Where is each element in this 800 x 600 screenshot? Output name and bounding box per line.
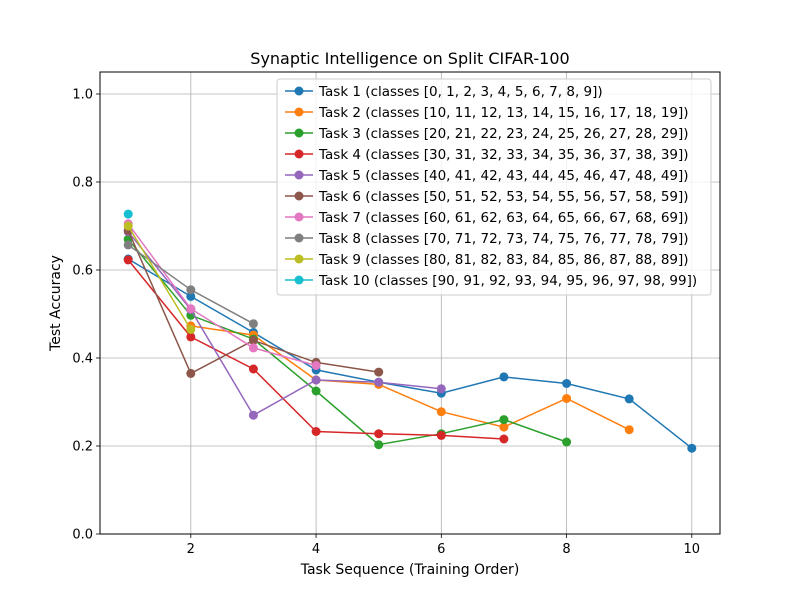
legend-label: Task 7 (classes [60, 61, 62, 63, 64, 65,… <box>318 210 689 226</box>
legend-marker <box>294 170 304 180</box>
data-point <box>186 368 196 378</box>
data-point <box>123 255 133 265</box>
series-task-6 <box>123 225 384 378</box>
axis-ticks: 2 4 6 8 10 0.0 0.2 0.4 0.6 0.8 1.0 <box>72 88 700 558</box>
x-axis-label: Task Sequence (Training Order) <box>300 562 520 578</box>
data-point <box>436 430 446 440</box>
legend-item: Task 1 (classes [0, 1, 2, 3, 4, 5, 6, 7,… <box>285 84 603 100</box>
series-task-9 <box>123 221 196 334</box>
legend-item: Task 10 (classes [90, 91, 92, 93, 94, 95… <box>285 273 697 289</box>
series-layer <box>123 209 697 453</box>
x-tick-label: 8 <box>562 542 570 557</box>
series-line-task-7 <box>127 223 317 367</box>
legend-label: Task 4 (classes [30, 31, 32, 33, 34, 35,… <box>318 147 689 163</box>
series-line-task-3 <box>127 238 567 446</box>
chart-title: Synaptic Intelligence on Split CIFAR-100 <box>250 49 569 68</box>
legend-marker <box>294 128 304 138</box>
legend-marker <box>294 275 304 285</box>
data-point <box>123 221 133 231</box>
data-point <box>311 375 321 385</box>
legend-marker <box>294 86 304 96</box>
data-point <box>624 425 634 435</box>
y-tick-label: 1.0 <box>72 88 93 103</box>
data-point <box>186 291 196 301</box>
data-point <box>436 384 446 394</box>
data-point <box>499 372 509 382</box>
legend-label: Task 6 (classes [50, 51, 52, 53, 54, 55,… <box>318 189 689 205</box>
plot-frame <box>99 71 721 535</box>
data-point <box>562 394 572 403</box>
data-point <box>311 427 321 436</box>
data-point <box>499 422 509 432</box>
series-task-10 <box>123 209 133 219</box>
x-tick-label: 2 <box>187 542 195 557</box>
legend: Task 1 (classes [0, 1, 2, 3, 4, 5, 6, 7,… <box>276 78 712 296</box>
data-point <box>311 361 321 370</box>
legend-label: Task 5 (classes [40, 41, 42, 43, 44, 45,… <box>318 168 689 184</box>
data-point <box>248 410 258 420</box>
data-point <box>248 364 258 374</box>
data-point <box>186 324 196 334</box>
legend-label: Task 8 (classes [70, 71, 72, 73, 74, 75,… <box>318 231 689 247</box>
x-tick-label: 10 <box>684 542 701 557</box>
series-line-task-1 <box>127 258 693 449</box>
legend-item: Task 6 (classes [50, 51, 52, 53, 54, 55,… <box>285 189 689 205</box>
y-tick-label: 0.6 <box>72 264 93 279</box>
data-point <box>374 377 384 387</box>
data-point <box>123 240 133 250</box>
x-tick-label: 4 <box>312 542 320 557</box>
data-point <box>687 443 697 453</box>
legend-item: Task 8 (classes [70, 71, 72, 73, 74, 75,… <box>285 231 689 247</box>
legend-marker <box>294 191 304 201</box>
legend-item: Task 9 (classes [80, 81, 82, 83, 84, 85,… <box>285 252 689 268</box>
series-line-task-2 <box>190 325 630 431</box>
legend-marker <box>294 254 304 264</box>
y-tick-label: 0.8 <box>72 176 93 191</box>
data-point <box>562 379 572 388</box>
legend-marker <box>294 233 304 243</box>
legend-marker <box>294 149 304 159</box>
legend-marker <box>294 212 304 222</box>
legend-item: Task 5 (classes [40, 41, 42, 43, 44, 45,… <box>285 168 689 184</box>
legend-item: Task 4 (classes [30, 31, 32, 33, 34, 35,… <box>285 147 689 163</box>
data-point <box>374 429 384 439</box>
legend-item: Task 3 (classes [20, 21, 22, 23, 24, 25,… <box>285 126 689 142</box>
data-point <box>562 437 572 447</box>
data-point <box>186 332 196 342</box>
data-point <box>311 386 321 396</box>
legend-item: Task 7 (classes [60, 61, 62, 63, 64, 65,… <box>285 210 689 226</box>
data-point <box>499 434 509 444</box>
legend-label: Task 2 (classes [10, 11, 12, 13, 14, 15,… <box>318 105 689 121</box>
data-point <box>374 440 384 450</box>
data-point <box>436 407 446 417</box>
data-point <box>248 343 258 353</box>
y-tick-label: 0.0 <box>72 528 93 543</box>
y-axis-label: Test Accuracy <box>48 255 64 352</box>
y-tick-label: 0.4 <box>72 352 93 367</box>
legend-label: Task 1 (classes [0, 1, 2, 3, 4, 5, 6, 7,… <box>318 84 603 100</box>
legend-marker <box>294 107 304 117</box>
data-point <box>186 285 196 295</box>
data-point <box>374 367 384 377</box>
legend-label: Task 10 (classes [90, 91, 92, 93, 94, 95… <box>318 273 697 289</box>
x-tick-label: 6 <box>437 542 445 557</box>
data-point <box>248 319 258 329</box>
data-point <box>624 394 634 404</box>
data-point <box>186 304 196 314</box>
legend-box <box>276 78 712 296</box>
data-point <box>499 415 509 425</box>
y-tick-label: 0.2 <box>72 440 93 455</box>
data-point <box>248 335 258 345</box>
legend-item: Task 2 (classes [10, 11, 12, 13, 14, 15,… <box>285 105 689 121</box>
data-point <box>123 209 133 219</box>
series-line-task-5 <box>127 231 442 417</box>
legend-label: Task 3 (classes [20, 21, 22, 23, 24, 25,… <box>318 126 689 142</box>
series-task-4 <box>123 255 509 444</box>
series-line-task-9 <box>127 225 192 330</box>
legend-label: Task 9 (classes [80, 81, 82, 83, 84, 85,… <box>318 252 689 268</box>
